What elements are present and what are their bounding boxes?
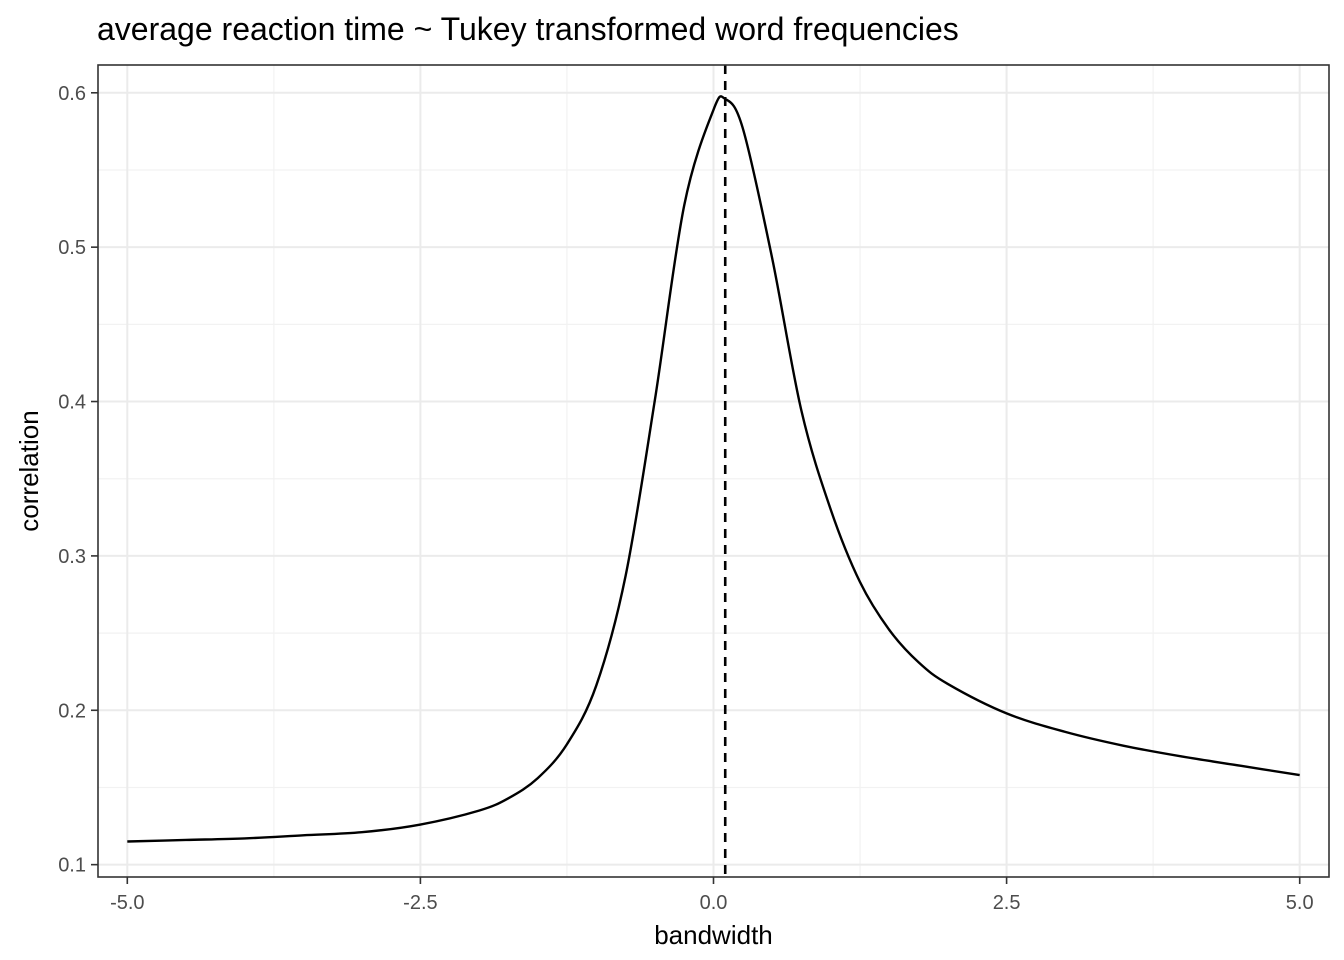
y-axis-title: correlation [14,410,44,531]
x-tick-label: 0.0 [700,892,728,914]
y-tick-label: 0.6 [58,83,86,105]
chart-title: average reaction time ~ Tukey transforme… [97,11,959,47]
y-tick-label: 0.2 [58,700,86,722]
y-axis: 0.1 0.2 0.3 0.4 0.5 0.6 [58,83,98,877]
x-tick-label: 5.0 [1286,892,1314,914]
y-tick-label: 0.1 [58,855,86,877]
x-tick-label: -2.5 [403,892,437,914]
grid [98,65,1329,877]
x-tick-label: -5.0 [110,892,144,914]
x-axis-title: bandwidth [654,920,773,950]
correlation-curve [127,95,1300,843]
x-axis: -5.0 -2.5 0.0 2.5 5.0 [110,877,1314,914]
x-tick-label: 2.5 [993,892,1021,914]
y-tick-label: 0.4 [58,392,86,414]
y-tick-label: 0.3 [58,546,86,568]
y-tick-label: 0.5 [58,237,86,259]
